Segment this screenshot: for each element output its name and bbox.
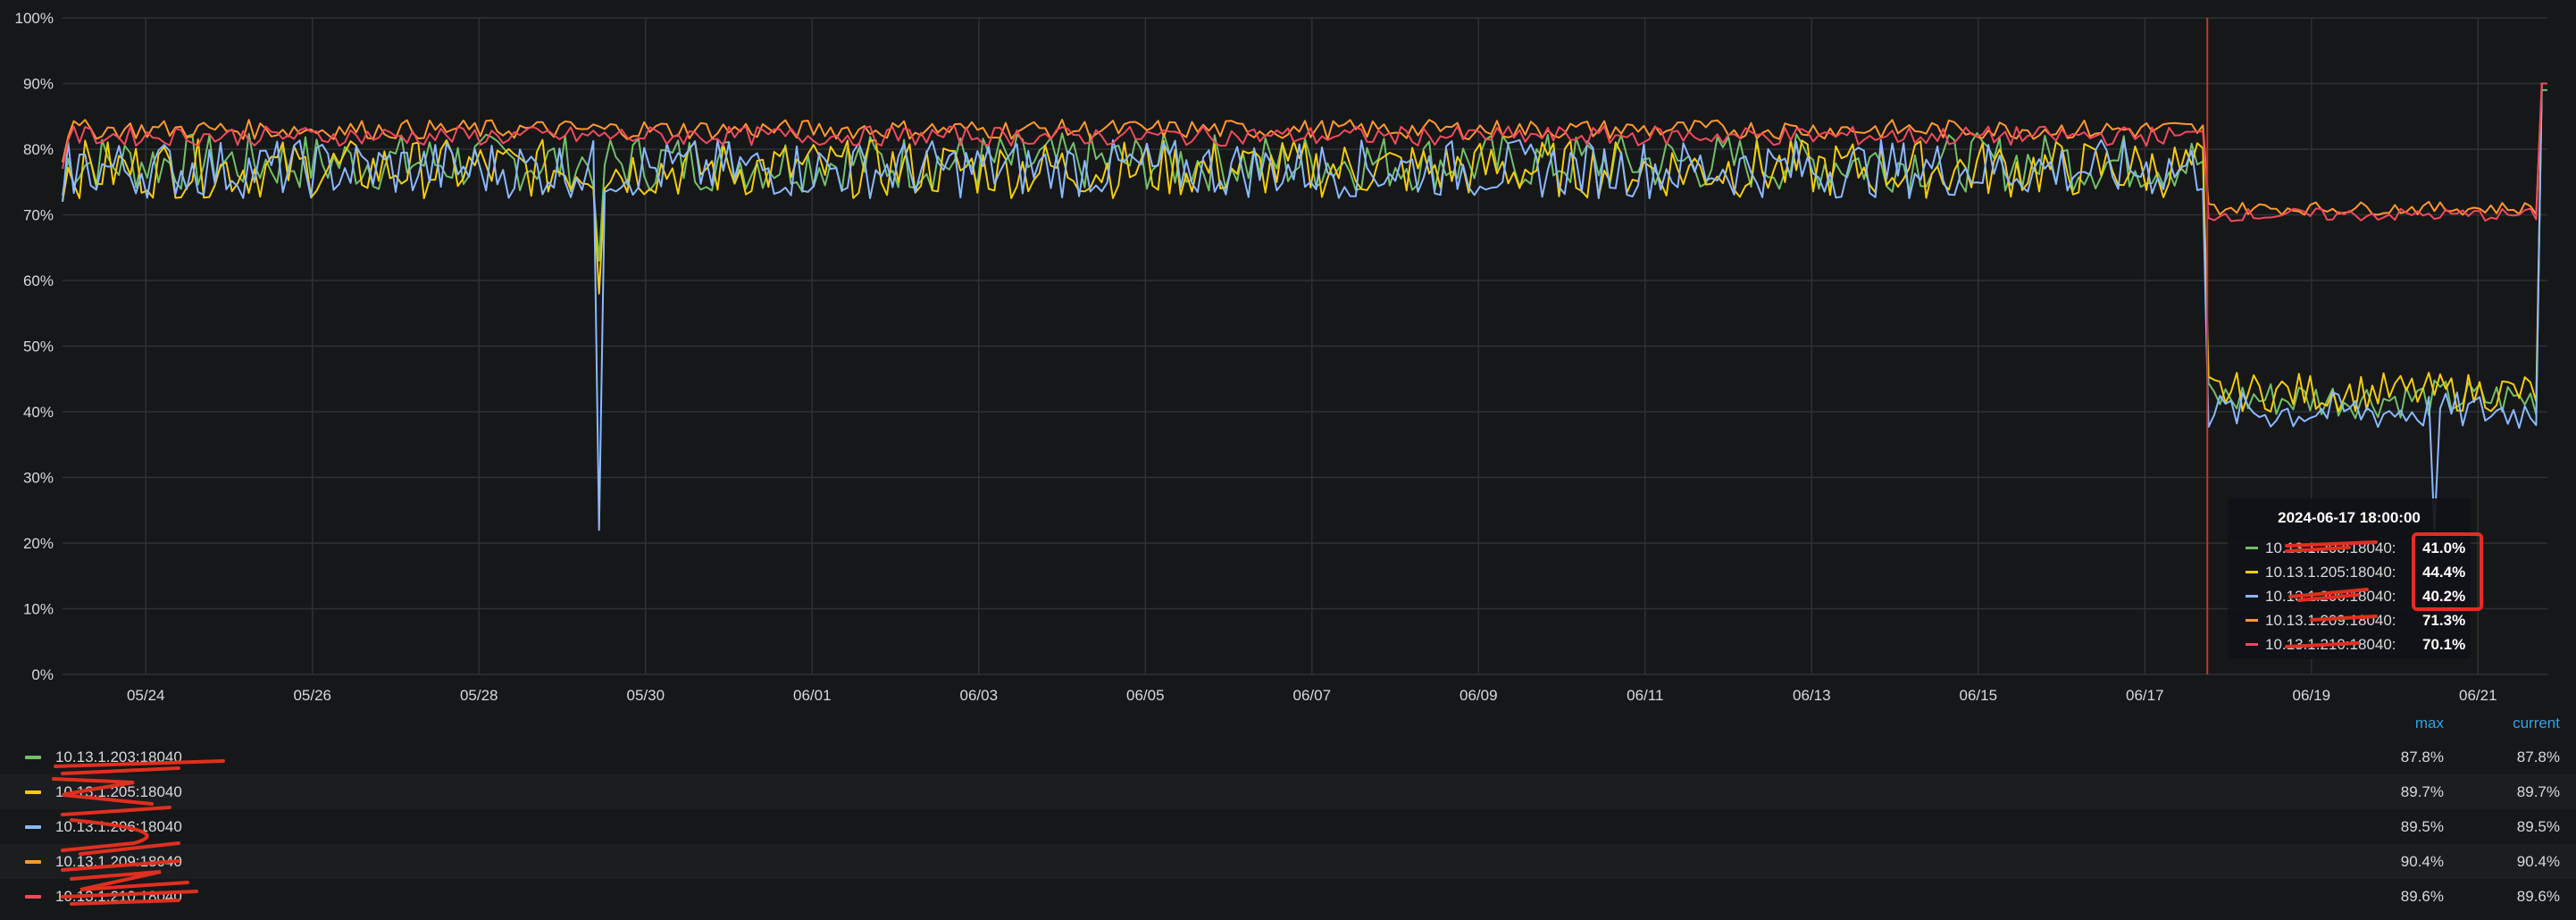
legend-current-value: 87.8% [2516,749,2560,765]
legend-current-value: 90.4% [2516,853,2560,870]
series-swatch [25,895,41,899]
y-tick-label: 90% [23,76,54,93]
y-tick-label: 0% [31,666,54,683]
grid [63,17,2547,675]
legend-series-name[interactable]: 10.13.1.210:18040 [55,888,182,905]
tooltip-series-value: 41.0% [2422,539,2466,556]
legend-current-value: 89.7% [2516,783,2560,800]
x-tick-label: 05/26 [293,687,331,704]
series-swatch [2246,619,2258,622]
x-tick-label: 06/07 [1292,687,1331,704]
series-swatch [2246,643,2258,646]
y-tick-label: 80% [23,141,54,158]
y-tick-label: 70% [23,207,54,224]
tooltip-series-name: 10.13.1.206:18040: [2265,587,2396,605]
x-tick-label: 06/01 [793,687,832,704]
y-tick-label: 50% [23,339,54,355]
legend-current-value: 89.5% [2516,818,2560,835]
legend-max-value: 90.4% [2400,853,2444,870]
x-tick-label: 05/28 [460,687,498,704]
legend-current-value: 89.6% [2516,888,2560,905]
legend-row[interactable]: 10.13.1.203:18040 87.8% 87.8% [0,740,2576,774]
y-tick-label: 20% [23,535,54,552]
legend-row[interactable]: 10.13.1.209:18040 90.4% 90.4% [0,844,2576,879]
series-line [62,88,2547,420]
tooltip-series-value: 70.1% [2422,635,2466,653]
y-axis: 0% 10% 20% 30% 40% 50% 60% 70% 80% 90% 100% [15,10,54,683]
tooltip-series-value: 71.3% [2422,611,2466,629]
legend-max-value: 89.7% [2400,783,2444,800]
tooltip-row: 10.13.1.209:18040: 71.3% [2228,608,2471,632]
x-tick-label: 06/19 [2293,687,2331,704]
x-tick-label: 06/13 [1793,687,1831,704]
series-swatch [25,825,41,829]
series-swatch [2246,547,2258,549]
legend-series-name[interactable]: 10.13.1.203:18040 [55,749,182,765]
legend-row[interactable]: 10.13.1.205:18040 89.7% 89.7% [0,774,2576,809]
x-tick-label: 05/30 [626,687,665,704]
x-tick-label: 06/15 [1960,687,1998,704]
annotation-highlight-box [2412,532,2483,611]
tooltip-series-name: 10.13.1.210:18040: [2265,635,2396,653]
legend-current-header[interactable]: current [2513,715,2560,732]
series-swatch [25,756,41,759]
tooltip-series-name: 10.13.1.203:18040: [2265,539,2396,556]
series-lines [62,82,2547,531]
x-tick-label: 05/24 [127,687,165,704]
legend-series-name[interactable]: 10.13.1.206:18040 [55,818,182,835]
series-line [62,82,2547,216]
series-swatch [25,860,41,864]
x-tick-label: 06/17 [2126,687,2164,704]
series-line [62,82,2547,222]
x-axis: 05/24 05/26 05/28 05/30 06/01 06/03 06/05 06/07… [127,687,2497,704]
y-tick-label: 30% [23,470,54,487]
y-tick-label: 60% [23,272,54,289]
legend-table: max current 10.13.1.203:18040 87.8% 87.8… [0,711,2576,914]
y-tick-label: 10% [23,601,54,618]
tooltip-series-value: 40.2% [2422,587,2466,605]
legend-row[interactable]: 10.13.1.206:18040 89.5% 89.5% [0,809,2576,844]
series-swatch [2246,595,2258,598]
legend-max-value: 89.5% [2400,818,2444,835]
tooltip-series-value: 44.4% [2422,563,2466,581]
tooltip-row: 10.13.1.210:18040: 70.1% [2228,632,2471,657]
tooltip-series-name: 10.13.1.205:18040: [2265,563,2396,581]
x-tick-label: 06/03 [959,687,998,704]
x-tick-label: 06/11 [1627,687,1663,704]
legend-max-value: 89.6% [2400,888,2444,905]
y-tick-label: 40% [23,404,54,421]
x-tick-label: 06/05 [1126,687,1165,704]
tooltip-row: 10.13.1.205:18040: 44.4% [2228,560,2471,584]
legend-series-name[interactable]: 10.13.1.209:18040 [55,853,182,870]
usage-chart[interactable]: 0%10%20%30%40%50%60%70%80%90%100% 05/24 0… [0,0,2576,711]
x-tick-label: 06/09 [1459,687,1498,704]
y-tick-label: 100% [15,10,54,27]
tooltip-time: 2024-06-17 18:00:00 [2278,509,2421,526]
series-line [62,82,2547,531]
legend-max-header[interactable]: max [2414,715,2444,732]
series-line [62,82,2547,413]
series-swatch [25,790,41,794]
legend-max-value: 87.8% [2400,749,2444,765]
x-tick-label: 06/21 [2459,687,2497,704]
legend-series-name[interactable]: 10.13.1.205:18040 [55,783,182,800]
tooltip-series-name: 10.13.1.209:18040: [2265,611,2396,629]
legend-header: max current [0,711,2576,740]
legend-row[interactable]: 10.13.1.210:18040 89.6% 89.6% [0,879,2576,914]
series-swatch [2246,571,2258,573]
